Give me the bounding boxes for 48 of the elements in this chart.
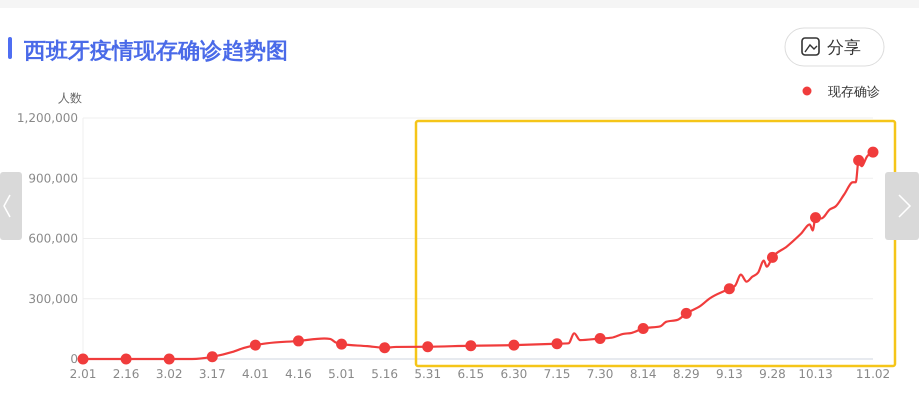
point — [680, 308, 692, 319]
x-tick-label: 2.01 — [70, 367, 96, 381]
point — [336, 338, 348, 350]
y-axis-title: 人数 — [58, 91, 82, 105]
x-tick-label: 9.28 — [759, 367, 786, 381]
chart-title: 西班牙疫情现存确诊趋势图 — [23, 39, 288, 64]
x-tick-label: 4.16 — [285, 367, 312, 381]
x-tick-label: 9.13 — [716, 367, 743, 381]
point — [379, 342, 390, 354]
x-tick-label: 3.17 — [198, 367, 226, 381]
x-tick-label: 5.16 — [371, 367, 398, 381]
point — [292, 335, 304, 346]
point — [465, 340, 476, 352]
y-tick-label: 0 — [70, 352, 78, 366]
y-tick-label: 1,200,000 — [16, 111, 78, 125]
point — [810, 212, 822, 224]
x-tick-label: 11.02 — [856, 367, 890, 381]
point — [638, 322, 649, 334]
point — [724, 283, 735, 294]
x-tick-label: 7.30 — [586, 367, 614, 381]
point — [594, 333, 606, 344]
point — [206, 351, 218, 362]
x-tick-label: 6.15 — [457, 367, 484, 381]
x-tick-label: 8.14 — [630, 367, 657, 381]
x-tick-label: 7.15 — [544, 367, 570, 381]
point — [508, 340, 520, 351]
x-tick-label: 8.29 — [672, 367, 700, 381]
point — [552, 338, 562, 350]
x-tick-label: 3.02 — [156, 367, 183, 381]
y-tick-label: 900,000 — [28, 171, 78, 186]
share-button: 分享 — [784, 28, 884, 66]
point — [164, 354, 175, 364]
x-tick-label: 10.13 — [798, 367, 833, 381]
x-tick-label: 5.31 — [414, 367, 442, 381]
x-tick-label: 5.01 — [328, 367, 355, 381]
y-tick-label: 600,000 — [28, 232, 78, 246]
point — [120, 354, 132, 364]
x-tick-label: 4.01 — [242, 367, 269, 381]
point — [868, 146, 878, 158]
y-tick-label: 300,000 — [28, 292, 78, 306]
x-tick-label: 2.16 — [112, 367, 140, 381]
point — [78, 354, 88, 364]
point — [422, 341, 434, 352]
legend-label: 现存确诊 — [828, 85, 880, 100]
point — [766, 252, 778, 263]
point — [250, 340, 261, 351]
x-tick-label: 6.30 — [500, 367, 528, 381]
point — [853, 154, 864, 166]
